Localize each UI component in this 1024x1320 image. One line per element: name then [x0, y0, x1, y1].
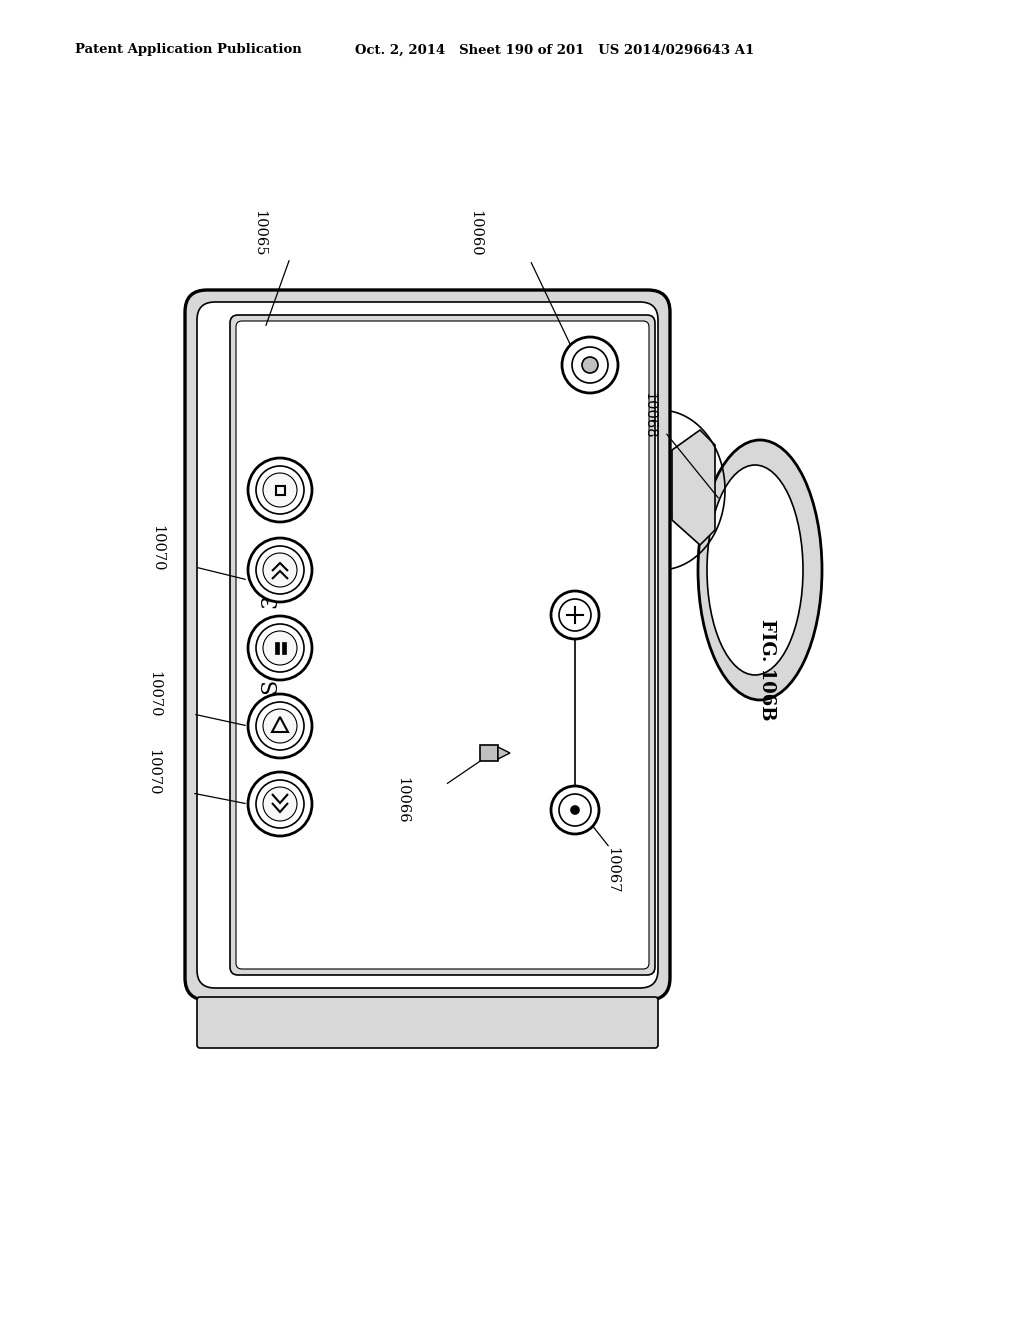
Text: Oct. 2, 2014   Sheet 190 of 201   US 2014/0296643 A1: Oct. 2, 2014 Sheet 190 of 201 US 2014/02… [355, 44, 755, 57]
Text: 10066: 10066 [395, 776, 409, 824]
Text: Screen 3: Screen 3 [261, 595, 283, 696]
Circle shape [582, 356, 598, 374]
Circle shape [551, 785, 599, 834]
FancyBboxPatch shape [230, 315, 655, 975]
Text: FIG. 106B: FIG. 106B [758, 619, 776, 721]
Circle shape [263, 787, 297, 821]
Bar [480, 744, 498, 762]
Text: 10070: 10070 [146, 748, 160, 795]
Circle shape [256, 780, 304, 828]
Circle shape [256, 546, 304, 594]
Circle shape [248, 458, 312, 521]
Circle shape [248, 539, 312, 602]
Text: 10065: 10065 [252, 210, 266, 256]
Circle shape [559, 795, 591, 826]
Circle shape [572, 347, 608, 383]
Circle shape [559, 599, 591, 631]
Circle shape [562, 337, 618, 393]
FancyBboxPatch shape [197, 997, 658, 1048]
Text: 10060: 10060 [468, 210, 482, 256]
Bar [275, 642, 279, 653]
Text: 10067: 10067 [605, 846, 618, 894]
FancyBboxPatch shape [197, 302, 658, 987]
FancyBboxPatch shape [185, 290, 670, 1001]
Polygon shape [498, 747, 510, 759]
Ellipse shape [698, 440, 822, 700]
Circle shape [256, 624, 304, 672]
Circle shape [248, 694, 312, 758]
Text: 10070: 10070 [147, 671, 161, 717]
Circle shape [551, 591, 599, 639]
Circle shape [256, 702, 304, 750]
Circle shape [248, 772, 312, 836]
Polygon shape [672, 430, 715, 545]
FancyBboxPatch shape [236, 321, 649, 969]
Text: 10070: 10070 [150, 525, 164, 572]
Circle shape [256, 466, 304, 513]
Bar [282, 642, 286, 653]
Circle shape [263, 709, 297, 743]
Circle shape [571, 807, 579, 814]
Text: 10068: 10068 [642, 392, 656, 438]
Bar [275, 486, 285, 495]
Circle shape [263, 631, 297, 665]
Ellipse shape [707, 465, 803, 675]
Text: Patent Application Publication: Patent Application Publication [75, 44, 302, 57]
Circle shape [263, 473, 297, 507]
Circle shape [248, 616, 312, 680]
Circle shape [263, 553, 297, 587]
